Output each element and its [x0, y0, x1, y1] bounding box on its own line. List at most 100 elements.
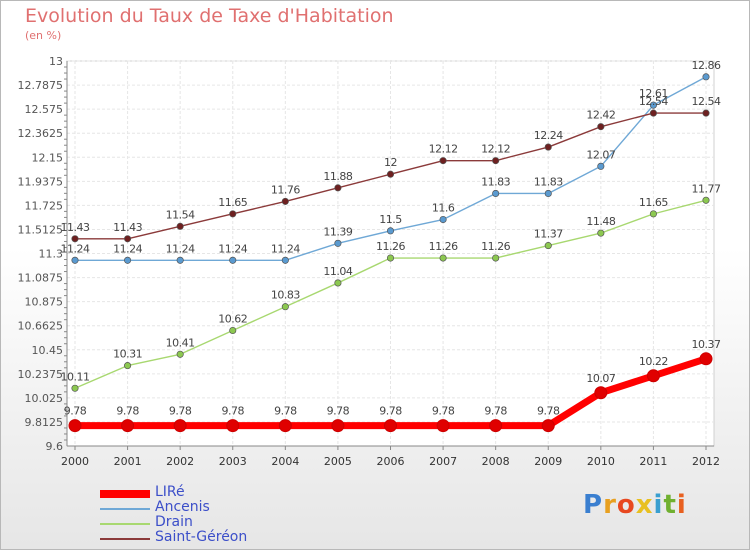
- series-3: 11.43 11.43 11.54 11.65 11.76 11.88 12 12.12 12.…: [61, 95, 721, 243]
- x-tick-label: 2010: [587, 455, 615, 468]
- legend-swatch: [100, 508, 150, 510]
- y-tick-label: 10.2375: [18, 368, 64, 381]
- data-label: 9.78: [64, 405, 87, 418]
- data-point: [176, 350, 184, 358]
- data-label: 9.78: [222, 405, 245, 418]
- data-point: [176, 256, 184, 264]
- data-point: [71, 384, 79, 392]
- x-tick-label: 2011: [639, 455, 667, 468]
- chart-unit: (en %): [25, 29, 62, 42]
- data-label: 11.76: [271, 183, 300, 196]
- data-label: 11.6: [432, 202, 455, 215]
- proxiti-logo: Proxiti: [583, 490, 687, 520]
- data-label: 11.24: [113, 242, 142, 255]
- x-tick-label: 2003: [219, 455, 247, 468]
- y-tick-label: 10.6625: [18, 320, 64, 333]
- legend-label: Ancenis: [155, 499, 210, 515]
- data-label: 11.43: [61, 221, 90, 234]
- data-point: [71, 235, 79, 243]
- x-tick-label: 2007: [429, 455, 457, 468]
- data-label: 11.26: [429, 240, 458, 253]
- data-point: [646, 369, 660, 383]
- legend-item: LIRé: [100, 484, 300, 501]
- y-tick-label: 11.725: [25, 199, 64, 212]
- data-point: [489, 419, 503, 433]
- data-point: [124, 362, 132, 370]
- data-point: [386, 254, 395, 262]
- logo-letter: x: [635, 490, 654, 520]
- data-label: 11.37: [534, 228, 563, 241]
- y-tick-label: 12.575: [25, 103, 64, 116]
- data-label: 11.24: [61, 242, 90, 255]
- data-point: [124, 256, 132, 264]
- data-label: 11.54: [166, 208, 195, 221]
- data-point: [544, 143, 552, 151]
- data-point: [492, 189, 500, 198]
- y-tick-label: 11.9375: [18, 175, 64, 188]
- y-tick-label: 11.3: [39, 248, 64, 261]
- data-label: 12.07: [586, 148, 615, 161]
- data-point: [278, 419, 292, 433]
- data-label: 11.39: [323, 225, 352, 238]
- data-label: 11.77: [692, 182, 721, 195]
- data-label: 9.78: [274, 405, 297, 418]
- data-point: [229, 256, 237, 264]
- data-label: 10.07: [586, 372, 615, 385]
- data-point: [702, 196, 710, 204]
- logo-letter: i: [653, 490, 664, 520]
- data-label: 12.54: [639, 95, 668, 108]
- data-label: 12.12: [429, 143, 458, 156]
- data-point: [229, 210, 237, 218]
- y-tick-label: 13: [49, 55, 63, 68]
- logo-letter: r: [603, 490, 617, 520]
- data-point: [281, 197, 289, 205]
- data-label: 11.83: [534, 175, 563, 188]
- series-2: 10.11 10.31 10.41 10.62 10.83 11.04 11.26 11.26…: [61, 182, 721, 392]
- y-tick-label: 12.7875: [18, 79, 64, 92]
- data-point: [334, 279, 342, 287]
- data-point: [649, 101, 657, 109]
- data-label: 9.78: [484, 405, 507, 418]
- logo-letter: t: [663, 490, 677, 520]
- chart-legend: LIRé Ancenis Drain Saint-Géréon: [100, 484, 300, 546]
- legend-swatch: [100, 490, 150, 498]
- legend-label: Saint-Géréon: [155, 529, 248, 545]
- x-tick-label: 2000: [61, 455, 89, 468]
- data-label: 9.78: [537, 405, 560, 418]
- data-label: 9.78: [379, 405, 402, 418]
- data-point: [384, 419, 397, 433]
- data-label: 11.65: [218, 196, 247, 209]
- data-point: [176, 222, 184, 230]
- data-point: [699, 352, 713, 366]
- data-point: [281, 256, 289, 264]
- data-point: [541, 419, 555, 433]
- data-label: 12: [384, 156, 397, 169]
- data-label: 11.65: [639, 196, 668, 209]
- data-point: [439, 215, 447, 224]
- data-point: [439, 254, 447, 262]
- data-point: [594, 386, 608, 400]
- data-label: 10.62: [218, 313, 247, 326]
- data-label: 11.26: [376, 240, 405, 253]
- x-tick-label: 2008: [482, 455, 510, 468]
- data-point: [124, 235, 132, 243]
- logo-letter: o: [616, 490, 636, 520]
- x-tick-label: 2005: [324, 455, 352, 468]
- data-point: [68, 419, 82, 433]
- logo-letter: P: [583, 490, 604, 520]
- y-tick-label: 12.15: [32, 151, 64, 164]
- data-label: 9.78: [169, 405, 192, 418]
- data-point: [649, 109, 657, 117]
- y-tick-label: 12.3625: [18, 127, 64, 140]
- data-point: [597, 123, 605, 131]
- data-point: [71, 256, 79, 264]
- data-label: 12.61: [639, 87, 668, 100]
- data-label: 11.24: [166, 242, 195, 255]
- data-point: [702, 73, 710, 81]
- y-tick-label: 11.5125: [18, 223, 64, 236]
- data-label: 9.78: [116, 405, 139, 418]
- y-tick-label: 11.0875: [18, 272, 64, 285]
- data-label: 10.11: [61, 370, 90, 383]
- data-label: 11.43: [113, 221, 142, 234]
